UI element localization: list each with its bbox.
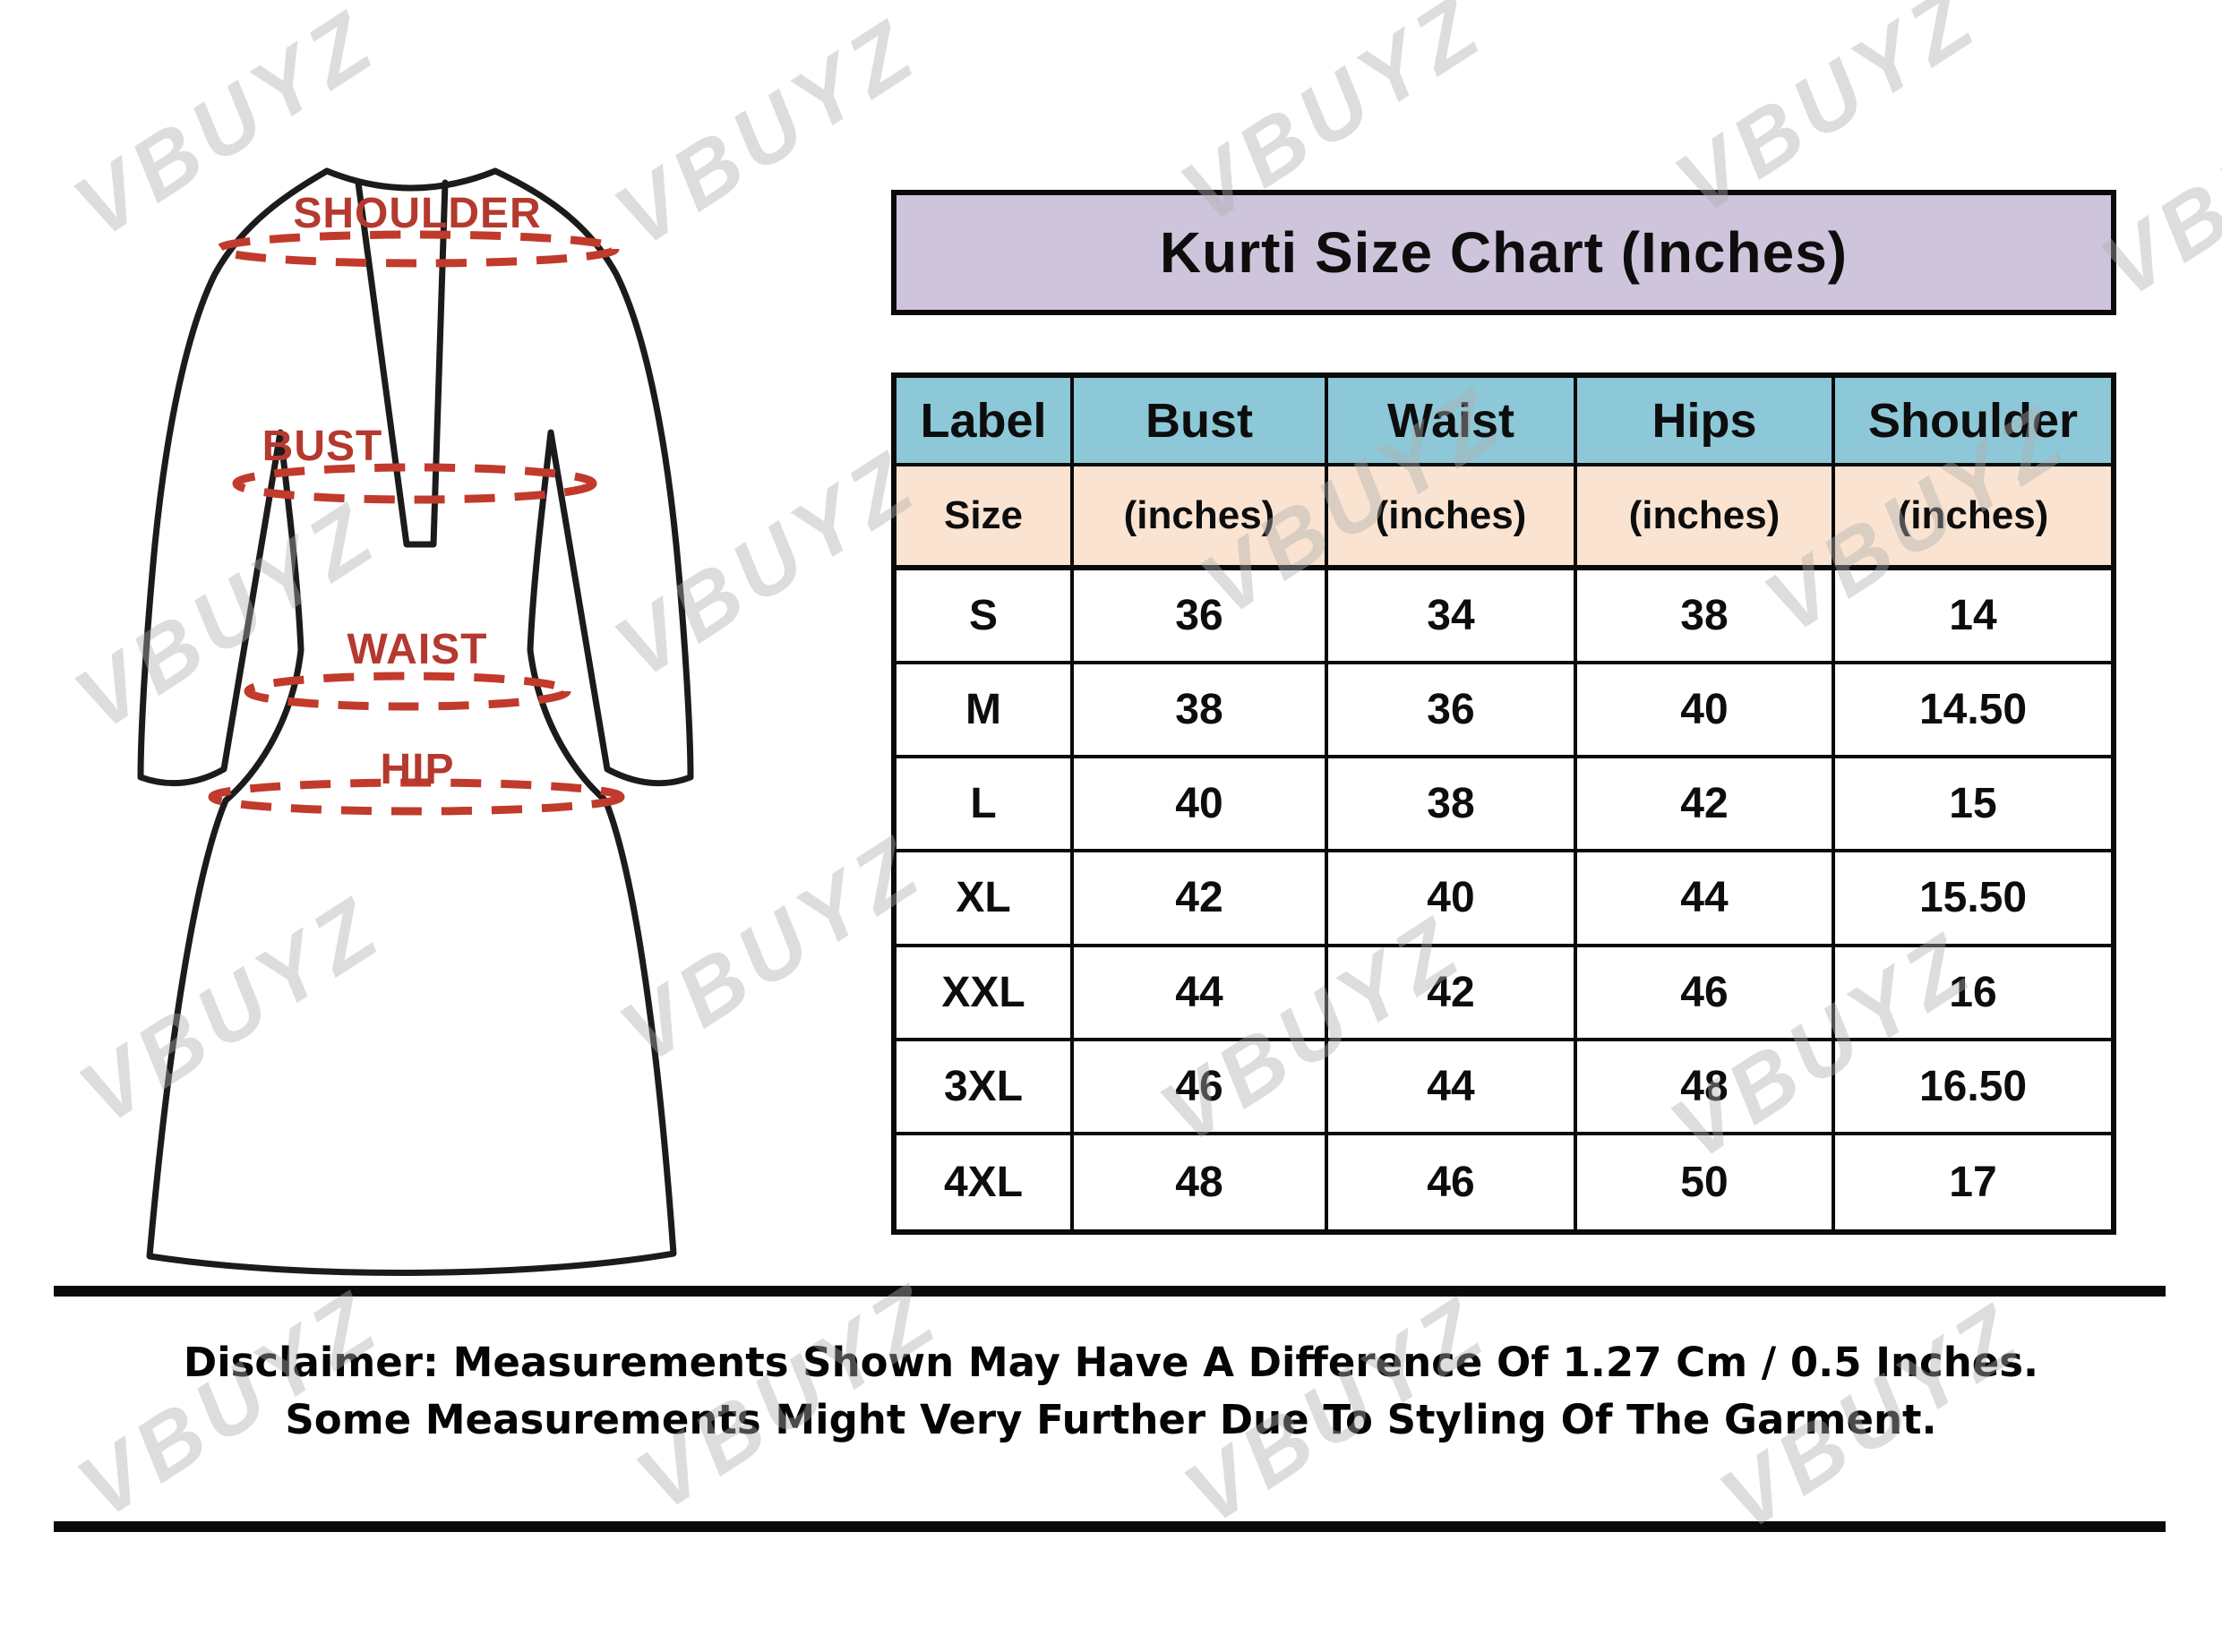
divider-line-bottom xyxy=(54,1521,2166,1532)
cell-waist: 40 xyxy=(1328,852,1577,947)
disclaimer-line-1: Disclaimer: Measurements Shown May Have … xyxy=(183,1339,2039,1386)
cell-shoulder: 17 xyxy=(1835,1134,2111,1229)
waist-label: WAIST xyxy=(347,626,488,673)
col-subheader-shoulder-inches: (inches) xyxy=(1835,466,2111,570)
cell-shoulder: 15 xyxy=(1835,758,2111,853)
col-subheader-waist-inches: (inches) xyxy=(1328,466,1577,570)
cell-hips: 46 xyxy=(1577,946,1835,1041)
cell-hips: 48 xyxy=(1577,1040,1835,1135)
shoulder-label: SHOULDER xyxy=(293,190,541,237)
cell-size: XXL xyxy=(897,946,1074,1041)
hip-label: HIP xyxy=(380,746,454,793)
kurti-outline xyxy=(137,167,694,1276)
cell-shoulder: 16 xyxy=(1835,946,2111,1041)
bust-label: BUST xyxy=(262,423,383,470)
cell-size: L xyxy=(897,758,1074,853)
col-header-waist: Waist xyxy=(1328,378,1577,466)
cell-hips: 50 xyxy=(1577,1134,1835,1229)
col-header-hips: Hips xyxy=(1577,378,1835,466)
cell-waist: 44 xyxy=(1328,1040,1577,1135)
cell-hips: 42 xyxy=(1577,758,1835,853)
cell-bust: 42 xyxy=(1074,852,1328,947)
cell-size: 4XL xyxy=(897,1134,1074,1229)
col-subheader-size: Size xyxy=(897,466,1074,570)
cell-size: M xyxy=(897,664,1074,759)
hip-measure-ellipse xyxy=(208,778,625,816)
chart-title: Kurti Size Chart (Inches) xyxy=(1159,220,1849,285)
cell-bust: 38 xyxy=(1074,664,1328,759)
cell-waist: 34 xyxy=(1328,570,1577,665)
cell-bust: 36 xyxy=(1074,570,1328,665)
cell-bust: 44 xyxy=(1074,946,1328,1041)
cell-hips: 40 xyxy=(1577,664,1835,759)
col-header-bust: Bust xyxy=(1074,378,1328,466)
col-header-label: Label xyxy=(897,378,1074,466)
disclaimer: Disclaimer: Measurements Shown May Have … xyxy=(0,1334,2222,1449)
cell-shoulder: 14 xyxy=(1835,570,2111,665)
shoulder-measure-ellipse xyxy=(215,230,620,268)
cell-bust: 40 xyxy=(1074,758,1328,853)
cell-waist: 46 xyxy=(1328,1134,1577,1229)
col-header-shoulder: Shoulder xyxy=(1835,378,2111,466)
cell-size: XL xyxy=(897,852,1074,947)
cell-shoulder: 15.50 xyxy=(1835,852,2111,947)
neck-slit xyxy=(355,179,449,548)
chart-title-banner: Kurti Size Chart (Inches) xyxy=(891,190,2116,315)
col-subheader-hips-inches: (inches) xyxy=(1577,466,1835,570)
divider-line-top xyxy=(54,1286,2166,1297)
cell-bust: 46 xyxy=(1074,1040,1328,1135)
cell-shoulder: 16.50 xyxy=(1835,1040,2111,1135)
cell-waist: 42 xyxy=(1328,946,1577,1041)
cell-waist: 36 xyxy=(1328,664,1577,759)
cell-bust: 48 xyxy=(1074,1134,1328,1229)
cell-shoulder: 14.50 xyxy=(1835,664,2111,759)
col-subheader-bust-inches: (inches) xyxy=(1074,466,1328,570)
cell-hips: 44 xyxy=(1577,852,1835,947)
neckline xyxy=(323,167,499,192)
cell-waist: 38 xyxy=(1328,758,1577,853)
size-table: Label Bust Waist Hips Shoulder Size (inc… xyxy=(891,372,2116,1235)
disclaimer-line-2: Some Measurements Might Very Further Due… xyxy=(285,1396,1937,1443)
cell-size: 3XL xyxy=(897,1040,1074,1135)
waist-measure-ellipse xyxy=(244,672,571,711)
cell-hips: 38 xyxy=(1577,570,1835,665)
kurti-measurement-diagram: SHOULDER BUST WAIST HIP xyxy=(137,167,694,1276)
cell-size: S xyxy=(897,570,1074,665)
bust-measure-ellipse xyxy=(232,463,597,504)
